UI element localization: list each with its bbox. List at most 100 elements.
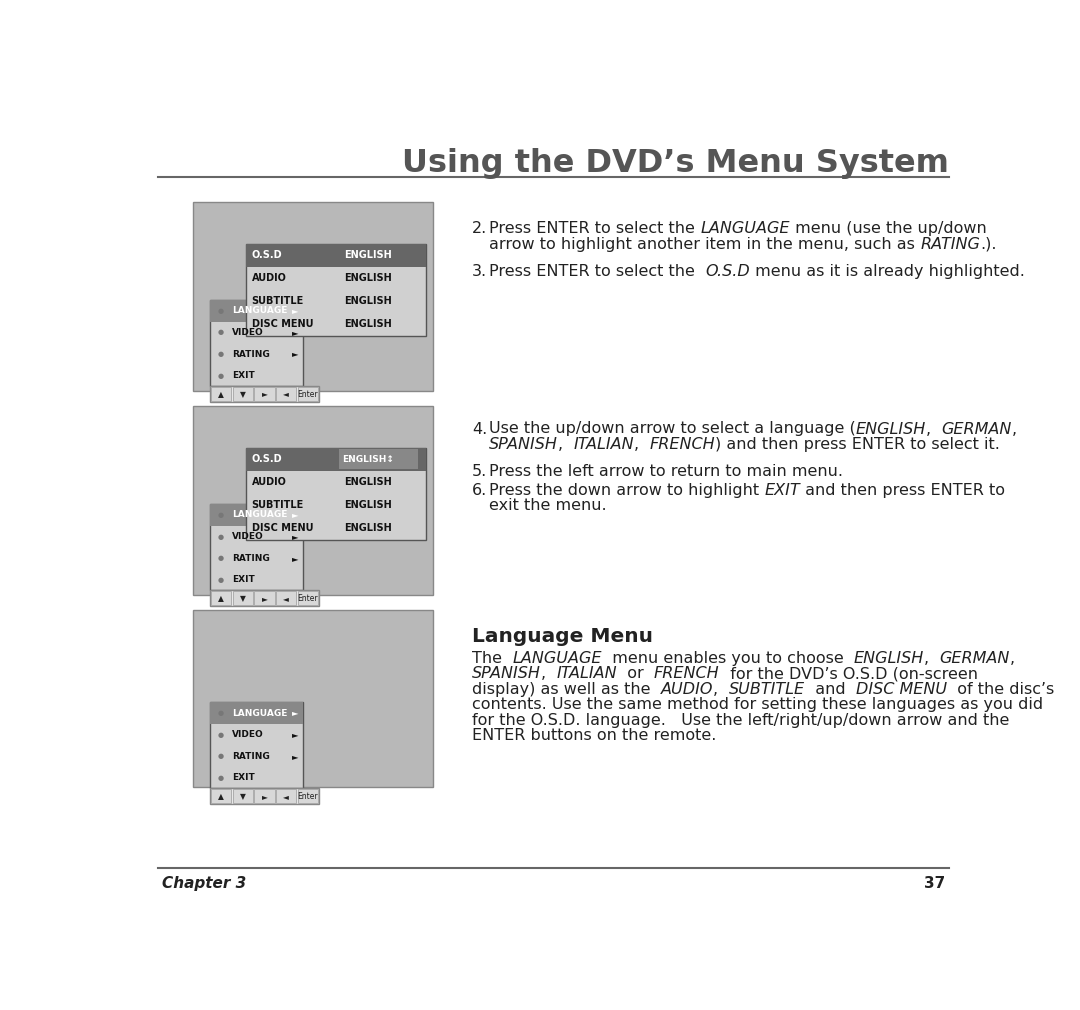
Bar — [211, 702, 303, 789]
Bar — [276, 387, 296, 401]
Text: ▼: ▼ — [240, 390, 245, 399]
Text: O.S.D: O.S.D — [705, 264, 750, 279]
Text: ▼: ▼ — [240, 792, 245, 801]
Text: 6.: 6. — [472, 483, 487, 498]
Bar — [211, 789, 319, 804]
Text: 4.: 4. — [472, 421, 487, 436]
Text: EXIT: EXIT — [232, 774, 255, 782]
Text: ,: , — [634, 437, 649, 451]
Text: ◄: ◄ — [283, 390, 289, 399]
Bar — [211, 387, 231, 401]
Text: SPANISH: SPANISH — [489, 437, 558, 451]
Text: SPANISH: SPANISH — [472, 667, 541, 682]
Text: menu enables you to choose: menu enables you to choose — [602, 651, 854, 666]
Text: ►: ► — [261, 390, 268, 399]
Text: ●: ● — [218, 753, 224, 760]
Text: ENTER buttons on the remote.: ENTER buttons on the remote. — [472, 728, 716, 743]
Text: of the disc’s: of the disc’s — [947, 682, 1054, 697]
Text: Use the up/down arrow to select a language (: Use the up/down arrow to select a langua… — [489, 421, 856, 436]
Text: RATING: RATING — [232, 553, 270, 563]
Text: LANGUAGE: LANGUAGE — [700, 221, 789, 236]
Text: O.S.D: O.S.D — [252, 250, 282, 261]
Bar — [211, 702, 303, 724]
Bar — [245, 243, 426, 267]
Bar — [193, 202, 433, 391]
Text: ,: , — [558, 437, 573, 451]
Text: ►: ► — [261, 594, 268, 603]
Bar — [211, 591, 231, 605]
Text: EXIT: EXIT — [232, 371, 255, 380]
Text: ENGLISH: ENGLISH — [345, 523, 392, 533]
Bar — [211, 504, 303, 526]
Bar — [211, 504, 303, 591]
Bar — [232, 789, 253, 803]
Bar — [276, 789, 296, 803]
Text: ENGLISH: ENGLISH — [345, 500, 392, 510]
Text: Enter: Enter — [297, 792, 319, 801]
Text: .).: .). — [980, 236, 997, 251]
Text: SUBTITLE: SUBTITLE — [729, 682, 805, 697]
Text: ◄: ◄ — [283, 792, 289, 801]
Text: Press ENTER to select the: Press ENTER to select the — [489, 264, 705, 279]
Bar — [255, 387, 274, 401]
Text: ENGLISH: ENGLISH — [854, 651, 924, 666]
Text: 5.: 5. — [472, 464, 487, 479]
Text: for the DVD’s O.S.D (on-screen: for the DVD’s O.S.D (on-screen — [719, 667, 977, 682]
Text: ,: , — [927, 421, 942, 436]
Text: AUDIO: AUDIO — [252, 478, 286, 487]
Text: and: and — [805, 682, 855, 697]
Text: RATING: RATING — [920, 236, 980, 251]
Bar — [298, 591, 318, 605]
Text: ►: ► — [293, 510, 299, 519]
Text: EXIT: EXIT — [765, 483, 800, 498]
Text: Press the down arrow to highlight: Press the down arrow to highlight — [489, 483, 765, 498]
Text: ►: ► — [293, 349, 299, 359]
Text: ENGLISH: ENGLISH — [345, 296, 392, 306]
Text: ●: ● — [218, 577, 224, 583]
Text: DISC MENU: DISC MENU — [252, 319, 313, 329]
Text: for the O.S.D. language.   Use the left/right/up/down arrow and the: for the O.S.D. language. Use the left/ri… — [472, 713, 1010, 727]
Bar — [339, 449, 418, 470]
Bar — [211, 789, 231, 803]
Text: DISC MENU: DISC MENU — [855, 682, 947, 697]
Bar — [193, 610, 433, 787]
Text: ) and then press ENTER to select it.: ) and then press ENTER to select it. — [715, 437, 1000, 451]
Text: 2.: 2. — [472, 221, 487, 236]
Text: O.S.D: O.S.D — [252, 454, 282, 465]
Text: ,: , — [1012, 421, 1017, 436]
Text: ,: , — [1010, 651, 1015, 666]
Text: ●: ● — [218, 373, 224, 379]
Text: AUDIO: AUDIO — [661, 682, 714, 697]
Bar — [193, 406, 433, 595]
Text: SUBTITLE: SUBTITLE — [252, 500, 303, 510]
Text: FRENCH: FRENCH — [649, 437, 715, 451]
Text: ►: ► — [293, 730, 299, 739]
Bar — [276, 591, 296, 605]
Text: ●: ● — [218, 308, 224, 314]
Text: ►: ► — [293, 553, 299, 563]
Text: Using the DVD’s Menu System: Using the DVD’s Menu System — [402, 148, 948, 179]
Text: ►: ► — [293, 751, 299, 761]
Text: ◄: ◄ — [283, 594, 289, 603]
Text: 37: 37 — [923, 876, 945, 891]
Bar — [232, 591, 253, 605]
Text: ENGLISH: ENGLISH — [345, 478, 392, 487]
Text: DISC MENU: DISC MENU — [252, 523, 313, 533]
Text: menu (use the up/down: menu (use the up/down — [789, 221, 986, 236]
Text: LANGUAGE: LANGUAGE — [232, 510, 287, 519]
Bar — [298, 387, 318, 401]
Text: ENGLISH: ENGLISH — [345, 250, 392, 261]
Text: ●: ● — [218, 512, 224, 518]
Text: Language Menu: Language Menu — [472, 627, 653, 646]
Text: Enter: Enter — [297, 390, 319, 399]
Bar — [211, 591, 319, 606]
Text: ►: ► — [293, 532, 299, 541]
Text: Enter: Enter — [297, 594, 319, 603]
Text: VIDEO: VIDEO — [232, 532, 264, 541]
Text: ▲: ▲ — [218, 792, 224, 801]
Text: ▲: ▲ — [218, 594, 224, 603]
Text: Press ENTER to select the: Press ENTER to select the — [489, 221, 700, 236]
Text: Chapter 3: Chapter 3 — [162, 876, 246, 891]
Bar — [211, 387, 319, 402]
Text: ●: ● — [218, 329, 224, 335]
